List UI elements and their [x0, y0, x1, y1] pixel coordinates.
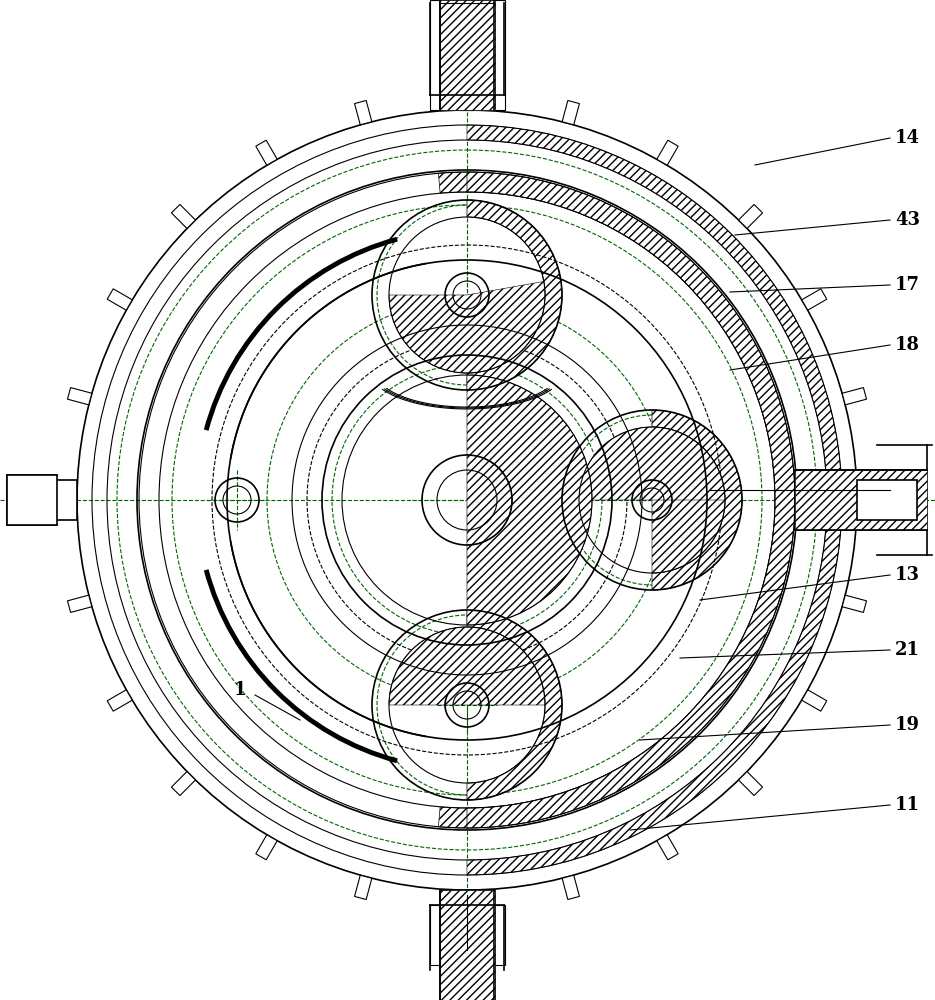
Text: 19: 19 [895, 716, 920, 734]
Polygon shape [439, 172, 795, 828]
Text: 1: 1 [234, 681, 246, 699]
Text: 16: 16 [895, 481, 920, 499]
Bar [795, 470, 927, 530]
Polygon shape [467, 200, 562, 390]
Bar [795, 470, 927, 530]
Polygon shape [467, 610, 562, 800]
Text: 12: 12 [454, 951, 480, 969]
Polygon shape [467, 375, 592, 625]
Text: 11: 11 [895, 796, 920, 814]
Polygon shape [739, 772, 763, 796]
Polygon shape [842, 595, 867, 612]
Bar [7, 475, 57, 525]
Polygon shape [467, 455, 512, 545]
Bar [440, 890, 495, 1000]
Polygon shape [171, 204, 195, 228]
Polygon shape [562, 100, 580, 125]
Bar [857, 480, 917, 520]
Text: 43: 43 [895, 211, 920, 229]
Polygon shape [389, 281, 545, 373]
Polygon shape [108, 289, 132, 310]
Polygon shape [579, 427, 725, 500]
Polygon shape [656, 140, 678, 165]
Polygon shape [656, 835, 678, 860]
Polygon shape [857, 494, 879, 506]
Polygon shape [461, 88, 473, 110]
Polygon shape [801, 289, 827, 310]
Polygon shape [461, 890, 473, 912]
Bar [440, 0, 495, 110]
Polygon shape [652, 410, 742, 590]
Polygon shape [739, 204, 763, 228]
Bar [430, 0, 505, 110]
Bar [17, 480, 77, 520]
Polygon shape [256, 835, 277, 860]
Polygon shape [171, 772, 195, 796]
Polygon shape [67, 595, 92, 612]
Polygon shape [354, 875, 372, 900]
Text: 14: 14 [895, 129, 920, 147]
Polygon shape [842, 388, 867, 405]
Polygon shape [467, 125, 842, 875]
Text: 13: 13 [895, 566, 920, 584]
Polygon shape [256, 140, 277, 165]
Polygon shape [562, 875, 580, 900]
Polygon shape [652, 427, 725, 573]
Text: 18: 18 [895, 336, 920, 354]
Polygon shape [354, 100, 372, 125]
Bar [430, 905, 505, 965]
Polygon shape [801, 690, 827, 711]
Text: 21: 21 [895, 641, 920, 659]
Text: 17: 17 [895, 276, 920, 294]
Bar [440, 0, 495, 110]
Polygon shape [389, 627, 545, 705]
Polygon shape [67, 388, 92, 405]
Polygon shape [467, 172, 795, 828]
Bar [440, 890, 495, 1000]
Polygon shape [55, 494, 77, 506]
Polygon shape [108, 690, 132, 711]
